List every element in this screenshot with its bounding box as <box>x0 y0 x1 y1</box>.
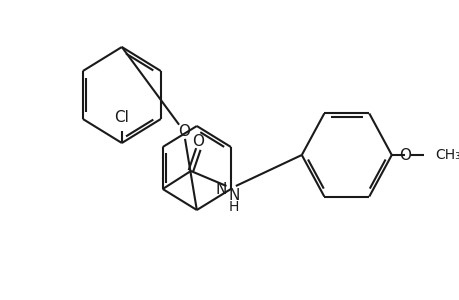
Text: O: O <box>177 124 189 139</box>
Text: H: H <box>228 200 238 214</box>
Text: O: O <box>192 134 204 148</box>
Text: Cl: Cl <box>114 110 129 125</box>
Text: CH₃: CH₃ <box>434 148 459 162</box>
Text: N: N <box>228 188 239 203</box>
Text: O: O <box>398 148 410 163</box>
Text: N: N <box>215 182 227 196</box>
